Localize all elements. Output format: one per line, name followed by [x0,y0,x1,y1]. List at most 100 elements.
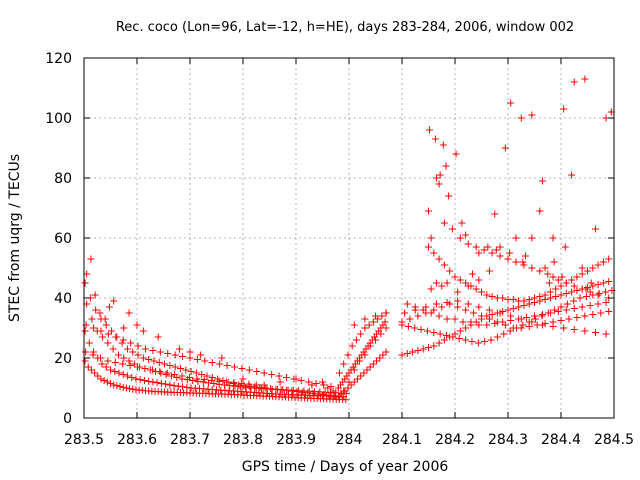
data-point [480,246,488,254]
data-point [277,386,285,394]
data-point [570,282,578,290]
data-point [104,357,112,365]
data-point [491,210,499,218]
x-tick-label: 283.5 [64,432,104,448]
data-point [499,318,507,326]
data-point [350,366,358,374]
data-point [127,339,135,347]
x-axis-label: GPS time / Days of year 2006 [242,459,449,475]
data-point [472,243,480,251]
data-point [104,330,112,338]
data-point [282,374,290,381]
data-point [474,339,482,347]
data-point [353,375,361,383]
data-point [602,288,610,296]
data-point [96,354,104,362]
data-point [369,318,377,326]
x-tick-label: 283.6 [117,432,157,448]
data-point [562,306,570,314]
data-point [589,282,597,290]
data-point [253,368,261,375]
data-point [562,290,570,297]
data-point [136,376,144,384]
data-point [430,249,438,257]
data-point [599,258,607,266]
data-point [544,270,552,278]
data-point [563,300,571,308]
data-point [443,315,451,323]
data-point [108,327,116,335]
data-point [128,374,136,381]
data-point [581,75,589,83]
data-point [443,299,451,306]
data-point [538,312,546,320]
data-point [85,339,93,347]
data-point [545,279,553,287]
data-point [308,381,316,389]
data-point [197,351,205,359]
data-point [345,378,353,386]
data-point [485,267,493,275]
data-point [398,318,406,326]
data-point [189,377,197,384]
data-point [584,284,591,291]
data-point [129,348,137,356]
data-point [440,336,448,344]
data-point [425,243,432,251]
data-point [586,302,594,309]
data-point [179,383,187,391]
data-point [141,345,149,353]
data-point [528,318,536,326]
data-point [445,192,453,200]
data-point [309,389,317,397]
data-point [552,285,560,293]
x-tick-label: 284.4 [541,432,581,448]
data-point [275,372,283,380]
data-point [451,315,459,323]
data-point [110,381,118,389]
data-point [594,281,602,288]
data-point [162,380,170,388]
data-point [443,332,451,339]
data-point [562,279,570,287]
data-point [488,293,496,300]
data-point [360,369,368,377]
data-point [439,141,447,149]
x-tick-label: 283.8 [223,432,263,448]
data-point [536,293,544,300]
data-point [330,392,338,400]
data-point [357,330,365,338]
data-point [219,377,227,384]
data-point [523,314,531,321]
data-point [110,297,118,305]
y-tick-labels: 0 20 40 60 80 100 120 [45,51,72,427]
data-point [456,327,464,335]
data-point [496,252,504,260]
data-point [570,78,578,86]
data-point [97,375,105,383]
y-tick-label: 120 [45,51,72,67]
data-point [492,246,500,254]
data-point [215,377,223,385]
data-point [484,243,492,251]
data-point [504,255,512,263]
data-point [82,348,90,356]
data-point [123,345,131,353]
data-point [499,294,507,302]
data-point [451,273,459,281]
data-point [156,348,164,356]
data-point [163,369,171,377]
data-point [483,321,491,329]
data-point [507,317,515,324]
data-point [236,383,244,391]
data-point [409,348,417,356]
data-point [156,368,164,375]
data-point [282,386,290,394]
x-tick-label: 284.2 [435,432,475,448]
data-point [560,105,568,113]
data-point [554,276,562,284]
data-point [401,309,409,317]
data-point [198,371,206,378]
data-point [201,357,209,365]
